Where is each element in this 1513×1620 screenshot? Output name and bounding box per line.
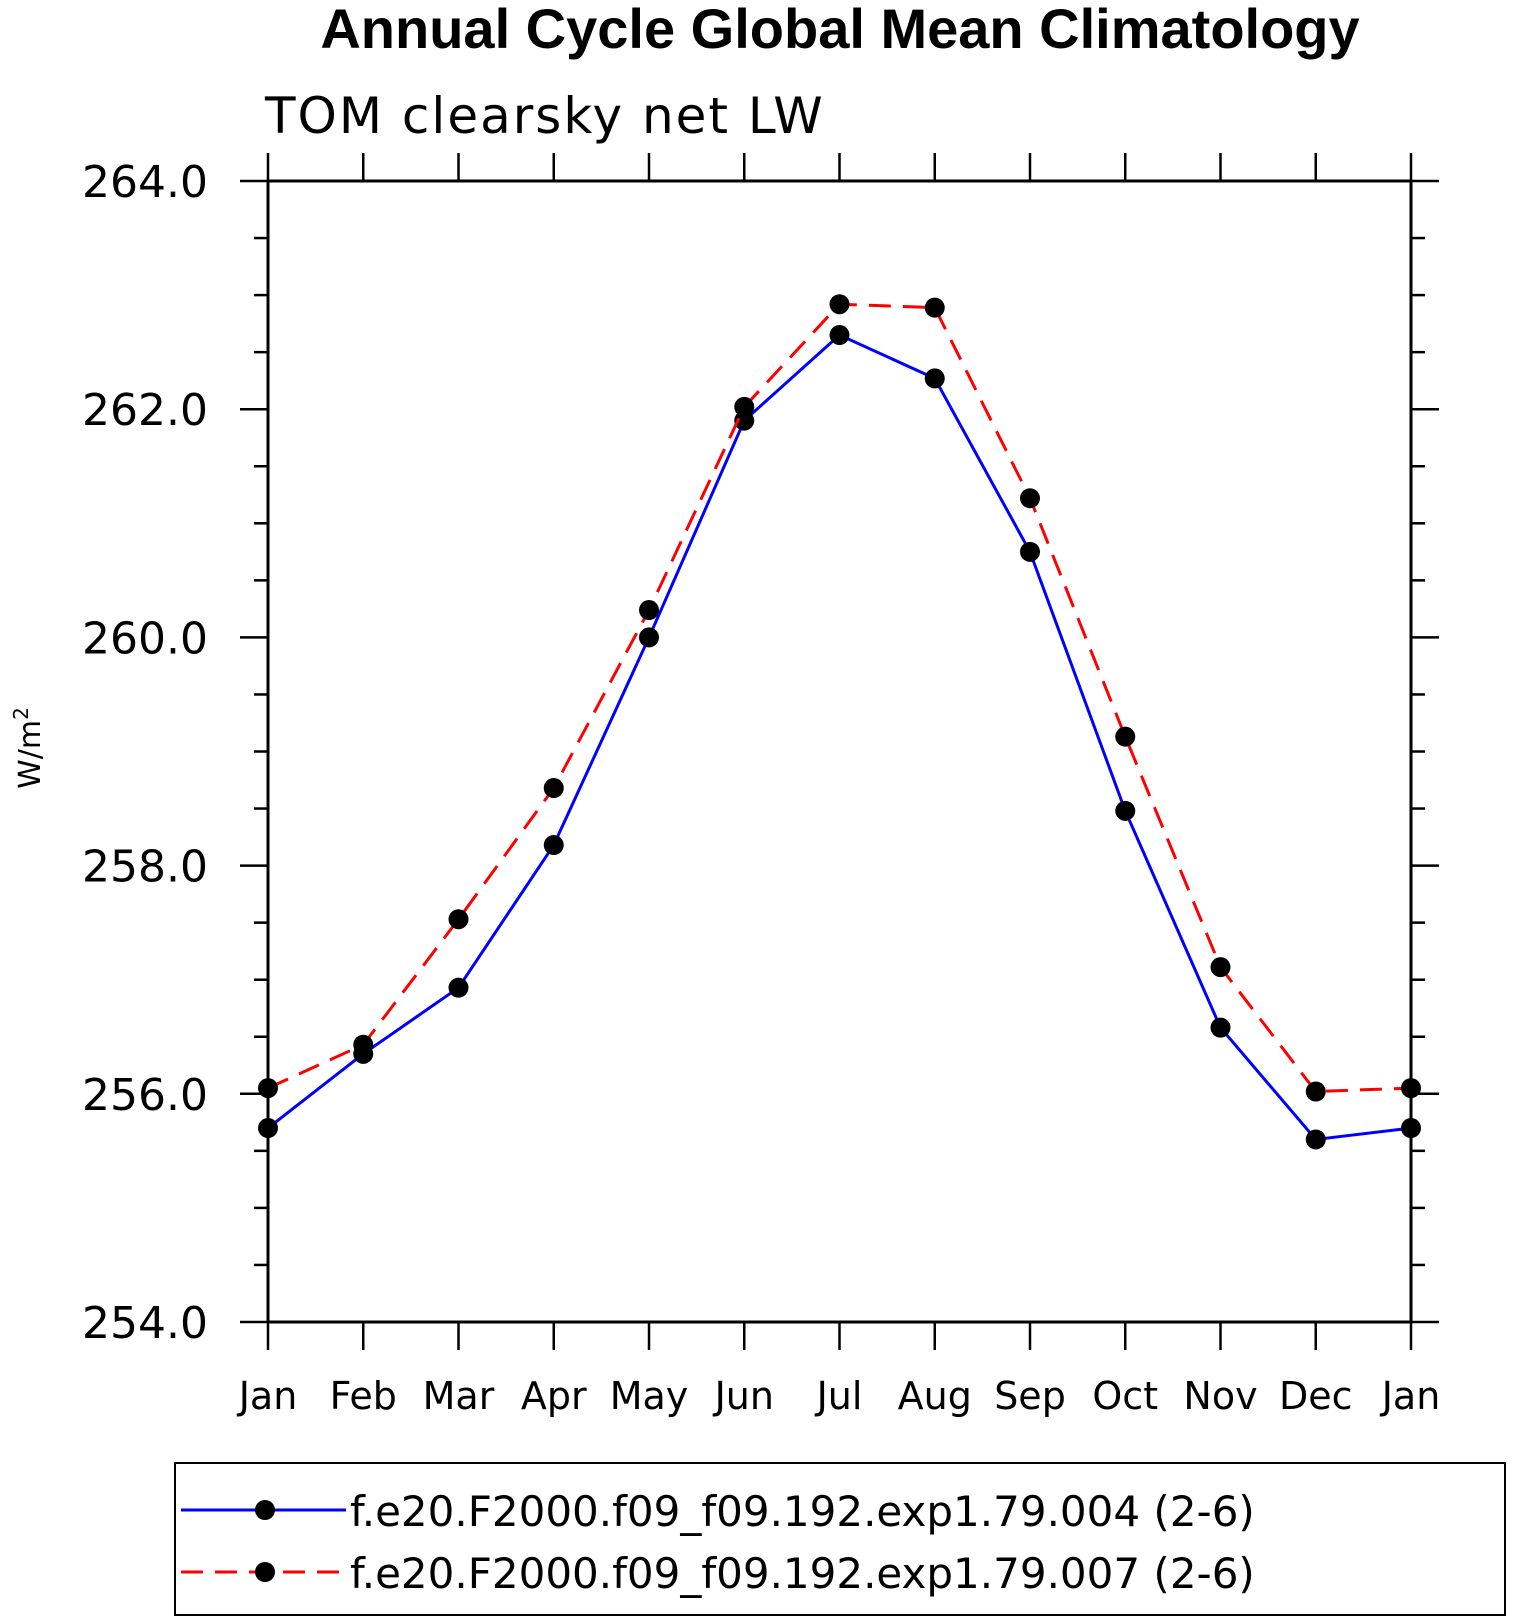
legend-label-1: f.e20.F2000.f09_f09.192.exp1.79.004 (2-6… xyxy=(350,1487,1255,1536)
x-tick-label: Jan xyxy=(1380,1374,1441,1418)
series-1-point xyxy=(543,835,564,856)
axes: Jan Feb Mar Apr May Jun Jul Aug Sep Oct Nov Dec Jan 2… xyxy=(82,153,1440,1418)
series-2-point xyxy=(1115,726,1136,747)
series-1-point xyxy=(639,627,659,648)
series-2-point xyxy=(448,909,469,930)
y-tick-label: 254.0 xyxy=(82,1298,208,1349)
legend-label-2: f.e20.F2000.f09_f09.192.exp1.79.007 (2-6… xyxy=(350,1549,1255,1598)
x-tick-label: Oct xyxy=(1092,1374,1158,1418)
series-1-point xyxy=(829,325,850,346)
x-tick-label: Sep xyxy=(994,1374,1066,1418)
plot-frame xyxy=(266,179,1413,1324)
series-1-point xyxy=(1020,541,1040,562)
x-tick-label: Aug xyxy=(898,1374,972,1418)
series-layer xyxy=(258,294,1421,1150)
x-tick-label: Apr xyxy=(521,1374,587,1418)
series-1-point xyxy=(1210,1017,1231,1038)
series-2-point xyxy=(1401,1078,1421,1099)
series-2-point xyxy=(829,294,850,315)
series-1-point xyxy=(1305,1129,1326,1150)
series-1-point xyxy=(258,1118,278,1139)
y-tick-label: 264.0 xyxy=(82,157,208,208)
x-tick-label: Nov xyxy=(1183,1374,1257,1418)
x-tick-label: Jan xyxy=(237,1374,298,1418)
series-2-point xyxy=(924,297,945,318)
series-1-point xyxy=(1115,800,1136,821)
series-2-point xyxy=(543,778,564,799)
y-axis-label-superscript: 2 xyxy=(9,707,33,720)
y-axis-label: W/m2 xyxy=(9,707,48,789)
legend-marker-2 xyxy=(255,1562,275,1582)
y-tick-label: 260.0 xyxy=(82,613,208,664)
chart-subtitle: TOM clearsky net LW xyxy=(264,87,825,145)
series-1-point xyxy=(1401,1118,1421,1139)
y-tick-label: 262.0 xyxy=(82,385,208,436)
series-2-point xyxy=(353,1034,374,1055)
x-tick-label: Jul xyxy=(815,1374,863,1418)
series-1-point xyxy=(924,368,945,389)
series-1-point xyxy=(448,977,469,998)
x-tick-label: Dec xyxy=(1279,1374,1353,1418)
series-2-point xyxy=(1210,957,1231,978)
series-line-2 xyxy=(267,302,1412,1094)
legend-marker-1 xyxy=(255,1500,275,1520)
y-tick-label: 258.0 xyxy=(82,842,208,893)
x-tick-label: Feb xyxy=(330,1374,397,1418)
series-2-point xyxy=(258,1078,278,1099)
series-1-point xyxy=(734,410,755,431)
series-2-point xyxy=(1305,1081,1326,1102)
y-axis-label-text: W/m xyxy=(13,720,48,789)
x-tick-label: May xyxy=(610,1374,689,1418)
series-2-point xyxy=(639,600,659,621)
y-tick-label: 256.0 xyxy=(82,1070,208,1121)
x-tick-label: Jun xyxy=(713,1374,774,1418)
legend: f.e20.F2000.f09_f09.192.exp1.79.004 (2-6… xyxy=(174,1462,1506,1616)
series-line-1 xyxy=(267,333,1412,1142)
series-2-point xyxy=(1020,488,1040,509)
legend-box xyxy=(174,1462,1506,1616)
series-2-point xyxy=(734,396,755,417)
x-tick-label: Mar xyxy=(423,1374,495,1418)
chart-title: Annual Cycle Global Mean Climatology xyxy=(320,0,1359,60)
